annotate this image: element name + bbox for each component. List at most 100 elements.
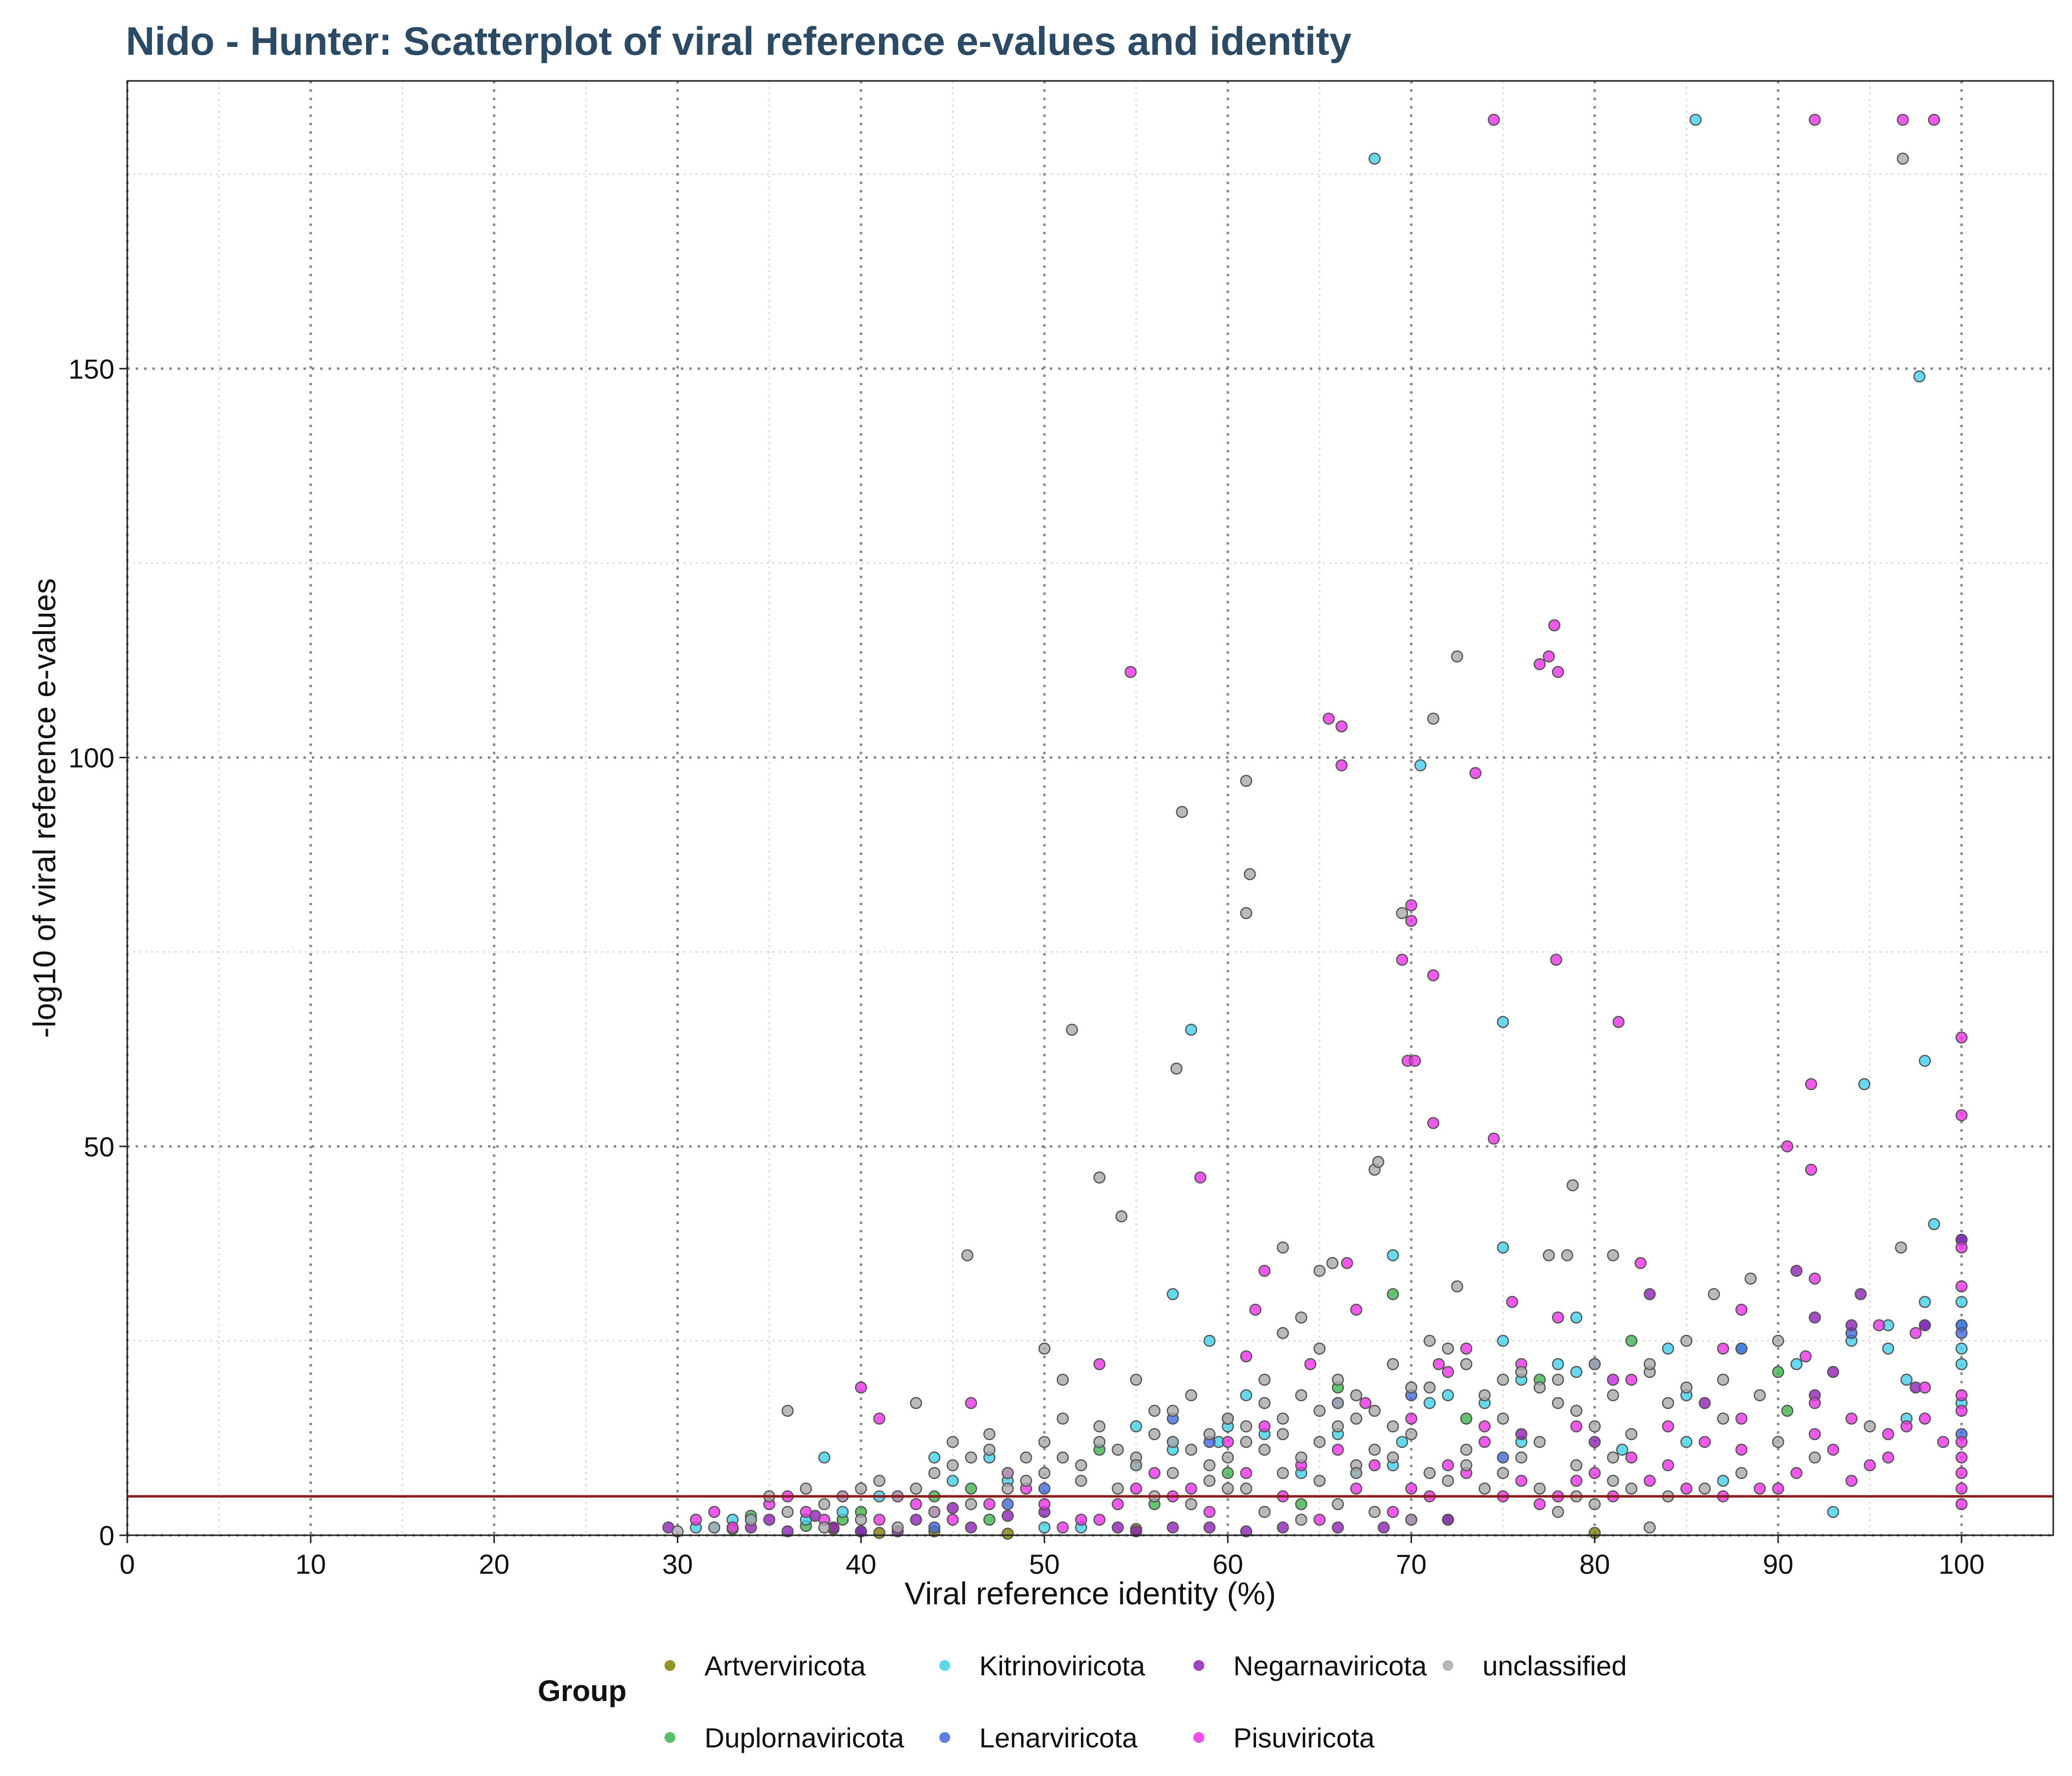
data-point — [1699, 1482, 1711, 1495]
data-point — [1570, 1475, 1583, 1487]
data-point — [1625, 1334, 1638, 1347]
data-point — [1607, 1451, 1619, 1464]
data-point — [928, 1506, 941, 1518]
data-point — [1203, 1428, 1216, 1441]
legend-label: Artverviricota — [704, 1650, 866, 1681]
legend-marker — [665, 1732, 675, 1743]
data-point — [1900, 1420, 1913, 1433]
data-point — [1295, 1311, 1307, 1324]
data-point — [1550, 954, 1562, 966]
data-point — [1479, 1482, 1491, 1495]
data-point — [1955, 1031, 1968, 1044]
data-point — [1148, 1428, 1161, 1441]
data-point — [1479, 1436, 1491, 1448]
data-point — [1221, 1467, 1234, 1480]
data-point — [1895, 1241, 1907, 1254]
data-point — [1277, 1521, 1289, 1534]
data-point — [1896, 152, 1909, 165]
data-point — [1387, 1288, 1399, 1300]
data-point — [1919, 1319, 1931, 1332]
data-point — [1919, 1381, 1931, 1394]
data-point — [1552, 1358, 1564, 1370]
data-point — [1662, 1397, 1674, 1409]
data-point — [1350, 1412, 1363, 1425]
data-point — [1408, 1055, 1421, 1067]
data-point — [1277, 1428, 1289, 1441]
data-point — [1612, 1016, 1625, 1028]
x-axis-label: Viral reference identity (%) — [905, 1576, 1276, 1611]
data-point — [1387, 1506, 1399, 1518]
data-point — [1753, 1389, 1766, 1402]
data-point — [1442, 1366, 1454, 1378]
data-point — [1221, 1412, 1234, 1425]
data-point — [818, 1451, 831, 1464]
data-point — [726, 1521, 739, 1534]
data-point — [1332, 1521, 1344, 1534]
data-point — [1001, 1498, 1014, 1511]
data-point — [1038, 1482, 1051, 1495]
x-tick-label: 60 — [1213, 1549, 1243, 1580]
data-point — [1928, 1218, 1940, 1230]
data-point — [1414, 759, 1427, 772]
data-point — [1809, 1451, 1821, 1464]
data-point — [1258, 1264, 1271, 1277]
data-point — [1570, 1311, 1583, 1324]
data-point — [1148, 1467, 1161, 1480]
data-point — [1533, 1436, 1546, 1448]
data-point — [1955, 1295, 1968, 1308]
data-point — [1335, 759, 1348, 772]
data-point — [1130, 1482, 1143, 1495]
data-point — [928, 1467, 941, 1480]
data-point — [1332, 1397, 1344, 1409]
data-point — [1589, 1467, 1601, 1480]
data-point — [1304, 1358, 1317, 1370]
data-point — [1570, 1459, 1583, 1472]
data-point — [1369, 1405, 1381, 1417]
data-point — [1552, 1397, 1564, 1409]
data-point — [1845, 1412, 1858, 1425]
data-point — [891, 1521, 904, 1534]
data-point — [873, 1514, 886, 1526]
data-point — [1772, 1436, 1784, 1448]
data-point — [1056, 1412, 1069, 1425]
data-point — [1093, 1436, 1106, 1448]
data-point — [1167, 1405, 1179, 1417]
data-point — [1955, 1451, 1968, 1464]
data-point — [1955, 1241, 1968, 1254]
data-point — [1543, 650, 1555, 663]
data-point — [1643, 1521, 1656, 1534]
data-point — [1442, 1342, 1454, 1355]
data-point — [1038, 1436, 1051, 1448]
data-point — [1185, 1498, 1197, 1511]
data-point — [1699, 1397, 1711, 1409]
data-point — [1919, 1295, 1931, 1308]
data-point — [1148, 1405, 1161, 1417]
x-tick-label: 10 — [296, 1549, 326, 1580]
data-point — [1323, 712, 1335, 725]
data-point — [873, 1527, 886, 1539]
data-point — [910, 1498, 923, 1511]
data-point — [1625, 1451, 1638, 1464]
data-point — [1827, 1506, 1840, 1518]
data-point — [1396, 907, 1408, 920]
data-point — [946, 1459, 959, 1472]
data-point — [1093, 1171, 1106, 1184]
data-point — [1809, 1311, 1821, 1324]
data-point — [1451, 1280, 1463, 1293]
data-point — [1258, 1506, 1271, 1518]
data-point — [1643, 1475, 1656, 1487]
data-point — [1405, 1482, 1417, 1495]
y-axis-label: -log10 of viral reference e-values — [27, 578, 62, 1038]
data-point — [1497, 1241, 1509, 1254]
data-point — [983, 1514, 996, 1526]
data-point — [1130, 1459, 1143, 1472]
data-point — [1332, 1443, 1344, 1456]
data-point — [1561, 1249, 1573, 1261]
data-point — [1111, 1521, 1124, 1534]
data-point — [1423, 1397, 1436, 1409]
data-point — [1863, 1459, 1876, 1472]
data-point — [1056, 1451, 1069, 1464]
data-point — [1607, 1475, 1619, 1487]
data-point — [946, 1475, 959, 1487]
data-point — [1955, 1280, 1968, 1293]
